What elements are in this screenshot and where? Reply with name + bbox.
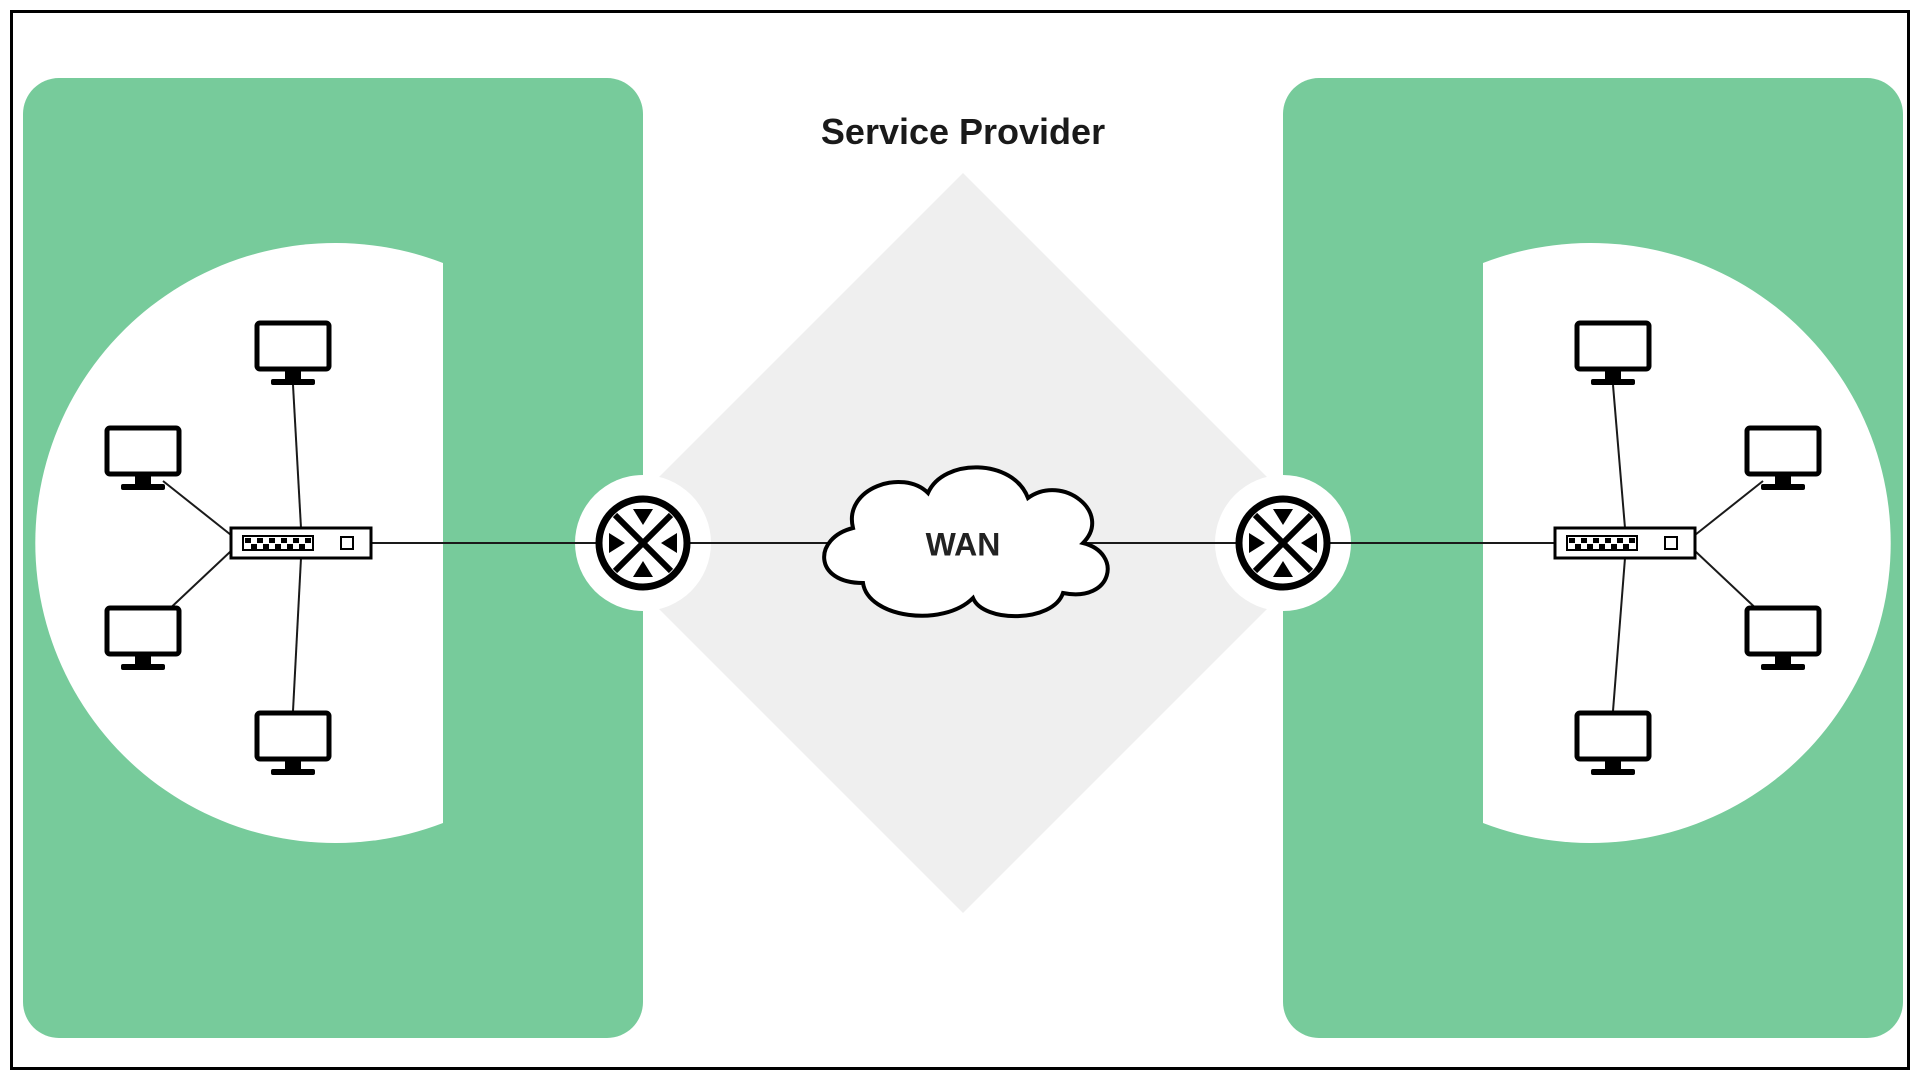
router-icon-left (599, 499, 687, 587)
diagram-canvas: WAN (13, 13, 1913, 1073)
wan-label: WAN (926, 526, 1001, 562)
switch-icon-left (231, 528, 371, 558)
switch-icon-right (1555, 528, 1695, 558)
diagram-frame: Development Center Service Provider Head… (10, 10, 1910, 1070)
router-icon-right (1239, 499, 1327, 587)
